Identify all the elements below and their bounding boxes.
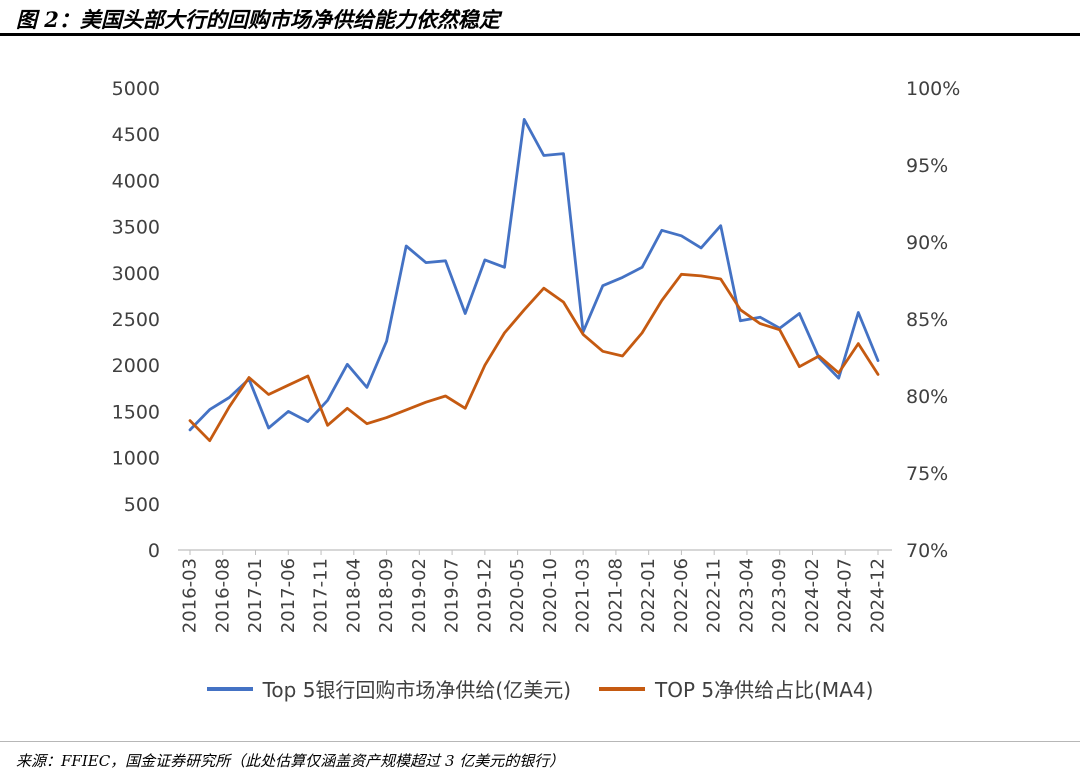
- left-axis-tick-label: 0: [148, 540, 160, 562]
- right-axis-tick-label: 90%: [906, 232, 948, 254]
- x-axis-label: 2020-05: [507, 558, 528, 633]
- legend-label-supply-share: TOP 5净供给占比(MA4): [655, 678, 874, 702]
- right-axis-tick-label: 75%: [906, 463, 948, 485]
- x-axis-label: 2019-12: [474, 558, 495, 633]
- x-axis-label: 2024-02: [802, 558, 823, 633]
- left-axis-tick-label: 1000: [112, 448, 160, 470]
- left-axis-tick-label: 2500: [112, 309, 160, 331]
- left-axis-tick-label: 4500: [112, 124, 160, 146]
- series-line-1: [188, 272, 880, 443]
- x-axis-label: 2022-11: [704, 558, 725, 633]
- line-chart: 0 500 1000 1500 2000 2500 3000 3500 4000 4500 5000…: [112, 78, 961, 633]
- legend-swatch-orange-line: [599, 686, 646, 691]
- x-axis-label: 2017-06: [278, 558, 299, 633]
- left-axis-tick-label: 3500: [112, 217, 160, 239]
- x-axis-label: 2019-07: [442, 558, 463, 633]
- x-axis-label: 2018-04: [343, 558, 364, 633]
- footer-divider: [0, 741, 1080, 742]
- left-axis-tick-label: 500: [124, 494, 160, 516]
- right-axis-tick-label: 85%: [906, 309, 948, 331]
- legend-item-net-supply: Top 5银行回购市场净供给(亿美元): [206, 674, 572, 703]
- legend-swatch-blue-line: [206, 686, 253, 691]
- left-axis-tick-label: 4000: [112, 170, 160, 192]
- x-axis-label: 2016-08: [212, 558, 233, 633]
- x-axis-label: 2024-12: [868, 558, 889, 633]
- left-axis-tick-label: 5000: [112, 78, 160, 100]
- figure-title: 图 2：美国头部大行的回购市场净供给能力依然稳定: [16, 7, 500, 32]
- source-note: 来源：FFIEC，国金证券研究所（此处估算仅涵盖资产规模超过 3 亿美元的银行）: [16, 752, 565, 770]
- plot-area: [188, 118, 880, 443]
- x-axis-label: 2018-09: [376, 558, 397, 633]
- right-axis: 70% 75% 80% 85% 90% 95% 100%: [906, 78, 960, 562]
- x-axis-label: 2021-03: [573, 558, 594, 633]
- x-axis-label: 2023-09: [769, 558, 790, 633]
- x-axis-label: 2017-01: [245, 558, 266, 633]
- x-axis-label: 2022-06: [671, 558, 692, 633]
- x-axis-label: 2024-07: [835, 558, 856, 633]
- left-axis-tick-label: 2000: [112, 355, 160, 377]
- x-axis-label: 2016-03: [180, 558, 201, 633]
- title-divider: [0, 33, 1080, 36]
- x-axis-label: 2017-11: [311, 558, 332, 633]
- chart-legend: Top 5银行回购市场净供给(亿美元) TOP 5净供给占比(MA4): [0, 674, 1080, 703]
- right-axis-tick-label: 80%: [906, 386, 948, 408]
- x-axis-label: 2023-04: [736, 558, 757, 633]
- series-line-0: [188, 118, 880, 432]
- x-axis-label: 2019-02: [409, 558, 430, 633]
- right-axis-tick-label: 100%: [906, 78, 960, 100]
- right-axis-tick-label: 95%: [906, 155, 948, 177]
- left-axis-tick-label: 1500: [112, 401, 160, 423]
- x-axis-label: 2020-10: [540, 558, 561, 633]
- left-axis-tick-label: 3000: [112, 263, 160, 285]
- right-axis-tick-label: 70%: [906, 540, 948, 562]
- x-axis-label: 2021-08: [605, 558, 626, 633]
- x-axis-label: 2022-01: [638, 558, 659, 633]
- x-axis: 2016-03 2016-08 2017-01 2017-06 2017-11 2018-…: [180, 550, 889, 633]
- left-axis: 0 500 1000 1500 2000 2500 3000 3500 4000 4500 5000: [112, 78, 160, 562]
- legend-label-net-supply: Top 5银行回购市场净供给(亿美元): [262, 678, 572, 702]
- legend-item-supply-share: TOP 5净供给占比(MA4): [599, 674, 873, 703]
